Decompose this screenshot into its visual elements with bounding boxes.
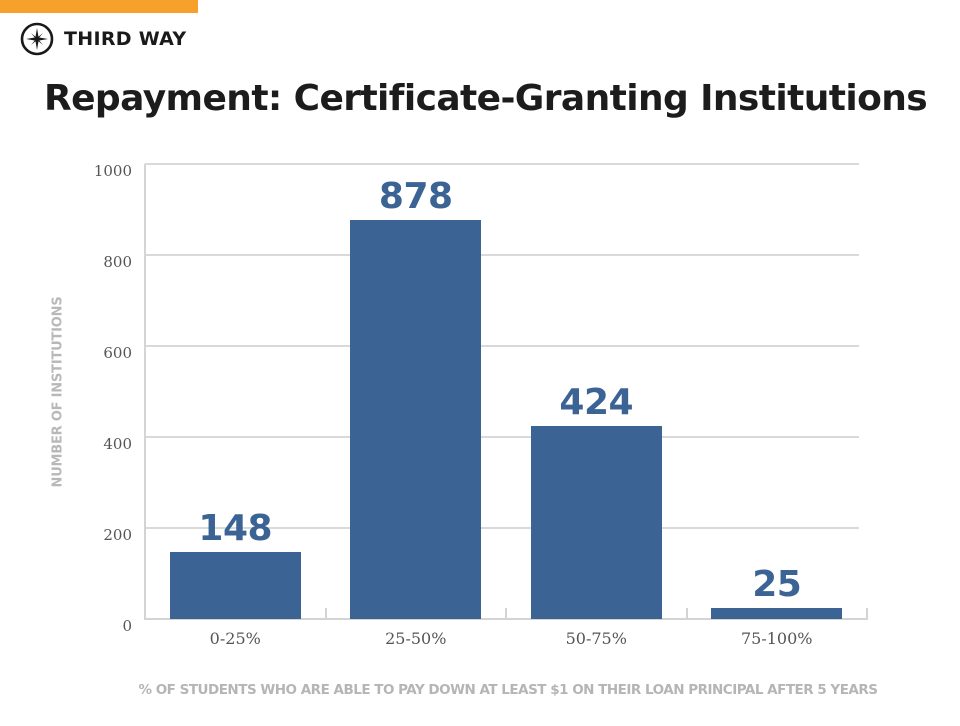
gridline	[145, 436, 859, 438]
x-axis-title: % OF STUDENTS WHO ARE ABLE TO PAY DOWN A…	[138, 682, 878, 698]
x-category-label: 50-75%	[565, 629, 627, 648]
gridline	[145, 163, 859, 165]
y-tick-label: 400	[103, 435, 132, 453]
x-category-label: 75-100%	[740, 629, 813, 648]
gridline	[145, 254, 859, 256]
bar-value-label: 424	[559, 382, 634, 424]
bar-25-50pct	[350, 219, 482, 619]
compass-star-icon	[20, 22, 54, 56]
x-category-label: 25-50%	[385, 629, 447, 648]
x-category-label: 0-25%	[209, 629, 261, 648]
bar-75-100pct	[711, 607, 843, 619]
y-tick-label: 800	[103, 253, 132, 271]
brand-logo: THIRD WAY	[20, 22, 186, 56]
bar-50-75pct	[530, 426, 662, 619]
bar-value-label: 148	[198, 507, 273, 549]
bar-value-label: 878	[378, 175, 453, 217]
y-axis-title: NUMBER OF INSTITUTIONS	[50, 296, 66, 488]
y-tick-label: 600	[103, 344, 132, 362]
brand-accent-bar	[0, 0, 198, 13]
y-tick-label: 0	[122, 617, 132, 635]
chart-title: Repayment: Certificate-Granting Institut…	[44, 78, 928, 119]
y-tick-label: 1000	[93, 162, 132, 180]
gridline	[145, 345, 859, 347]
brand-name: THIRD WAY	[64, 28, 187, 50]
bar-0-25pct	[169, 551, 301, 619]
y-axis-line	[144, 164, 146, 620]
x-tick	[685, 608, 688, 620]
gridline	[145, 527, 859, 529]
x-tick	[866, 608, 868, 620]
y-tick-label: 200	[103, 526, 132, 544]
x-tick	[324, 608, 327, 620]
x-tick	[505, 608, 507, 620]
bar-value-label: 25	[752, 563, 802, 605]
